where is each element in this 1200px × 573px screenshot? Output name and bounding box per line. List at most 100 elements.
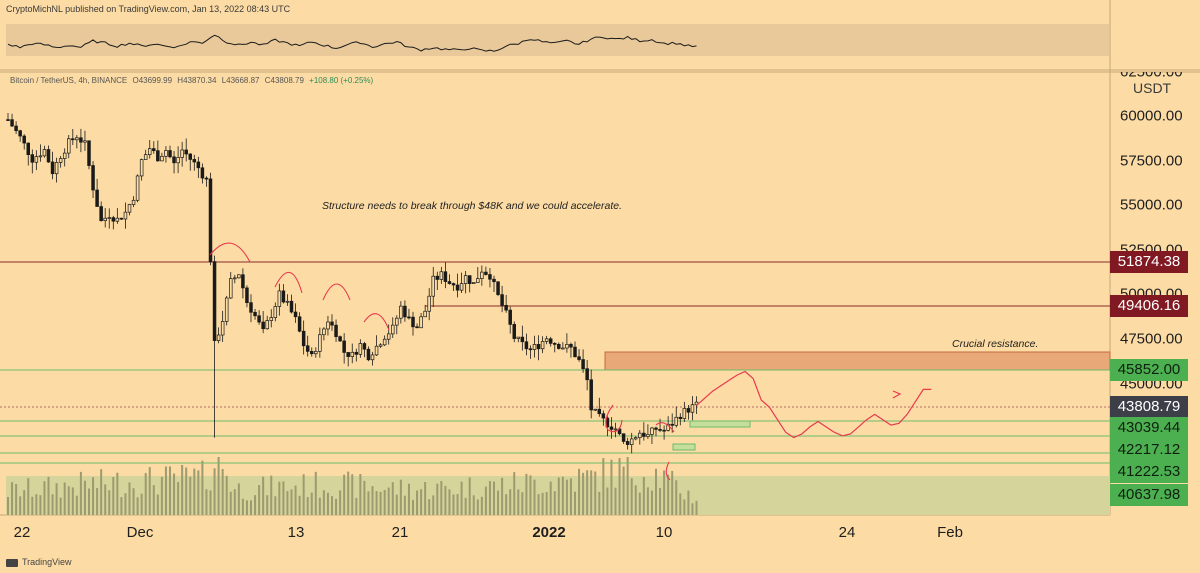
candlestick-series	[6, 113, 699, 454]
volume-bar	[399, 479, 402, 515]
candle-down	[447, 281, 452, 284]
volume-bar	[92, 477, 95, 515]
candle-down	[289, 300, 294, 313]
volume-bar	[201, 460, 204, 515]
volume-bar	[375, 491, 378, 515]
volume-bar	[270, 475, 273, 515]
volume-bar	[124, 493, 127, 515]
volume-bar	[428, 499, 431, 515]
time-tick: 13	[287, 524, 305, 541]
volume-bar	[96, 488, 99, 515]
volume-bar	[557, 477, 560, 515]
symbol-label[interactable]: Bitcoin / TetherUS, 4h, BINANCE	[10, 76, 128, 85]
tradingview-footer[interactable]: TradingView	[6, 557, 72, 567]
volume-bar	[177, 482, 180, 515]
projection-arrowhead	[892, 390, 902, 399]
candle-up	[386, 333, 391, 340]
candle-up	[139, 159, 144, 177]
volume-bar	[379, 491, 382, 515]
candle-up	[269, 317, 274, 321]
candle-down	[253, 311, 257, 317]
candle-up	[180, 149, 184, 158]
price-tick-clipped: 62500.00	[1120, 63, 1183, 81]
volume-bar	[286, 491, 289, 515]
candle-up	[593, 408, 597, 411]
volume-bar	[63, 482, 66, 515]
volume-bar	[144, 472, 147, 515]
volume-bar	[671, 470, 674, 515]
volume-bar	[675, 480, 678, 515]
candle-down	[642, 432, 646, 437]
candle-down	[30, 154, 35, 163]
candle-up	[103, 217, 107, 221]
volume-bar	[278, 481, 281, 515]
candle-up	[638, 432, 642, 439]
volume-bar	[290, 489, 293, 515]
volume-bar	[650, 490, 653, 515]
volume-bar	[83, 480, 86, 515]
candle-up	[646, 434, 650, 437]
candle-up	[314, 351, 318, 355]
volume-bar	[403, 495, 406, 515]
volume-bar	[371, 486, 374, 515]
volume-bar	[213, 468, 216, 515]
volume-bar	[335, 498, 338, 515]
footer-brand: TradingView	[22, 557, 72, 567]
candle-down	[686, 408, 691, 413]
swing-arc	[655, 422, 675, 433]
volume-bar	[112, 477, 115, 515]
volume-bar	[359, 474, 362, 515]
candle-down	[119, 217, 124, 220]
volume-bar	[128, 482, 131, 515]
volume-bar	[383, 489, 386, 515]
price-label-45852: 45852.00	[1110, 359, 1188, 381]
support-box	[672, 443, 696, 451]
candle-down	[403, 305, 407, 318]
low-value: L43668.87	[221, 76, 260, 85]
candle-up	[516, 336, 521, 339]
volume-bar	[282, 481, 285, 515]
volume-bar	[525, 473, 528, 515]
tradingview-logo-icon	[6, 558, 18, 567]
candle-down	[79, 137, 83, 143]
candle-down	[346, 352, 350, 357]
candle-down	[662, 429, 666, 432]
volume-bar	[355, 497, 358, 515]
volume-bar	[266, 495, 269, 515]
volume-bar	[687, 490, 690, 515]
volume-bar	[221, 469, 224, 515]
volume-bar	[614, 487, 617, 515]
volume-bar	[43, 481, 46, 515]
candle-up	[427, 295, 431, 312]
candle-up	[58, 158, 63, 163]
candle-down	[435, 275, 440, 280]
volume-bar	[35, 494, 38, 515]
candle-down	[362, 343, 367, 350]
candle-up	[633, 437, 638, 440]
candle-up	[143, 154, 148, 160]
volume-bar	[71, 487, 74, 515]
candle-up	[107, 217, 111, 219]
candle-up	[370, 354, 375, 361]
candle-up	[38, 155, 43, 158]
candle-down	[245, 287, 249, 304]
candle-up	[419, 316, 423, 329]
volume-bar	[229, 491, 232, 515]
volume-bar	[197, 470, 200, 515]
price-tick: 60000.00	[1120, 107, 1183, 125]
candle-down	[22, 135, 26, 144]
volume-bar	[586, 470, 589, 515]
candle-down	[330, 321, 334, 326]
candle-down	[334, 324, 338, 338]
candle-up	[42, 149, 47, 157]
candle-up	[374, 345, 379, 356]
volume-bar	[148, 467, 151, 515]
volume-bar	[347, 471, 350, 515]
candle-down	[192, 159, 197, 163]
candle-down	[342, 340, 346, 353]
candle-down	[455, 284, 460, 291]
candle-down	[520, 336, 525, 343]
candle-up	[391, 324, 395, 335]
volume-bar	[140, 493, 143, 515]
candle-down	[597, 408, 602, 415]
